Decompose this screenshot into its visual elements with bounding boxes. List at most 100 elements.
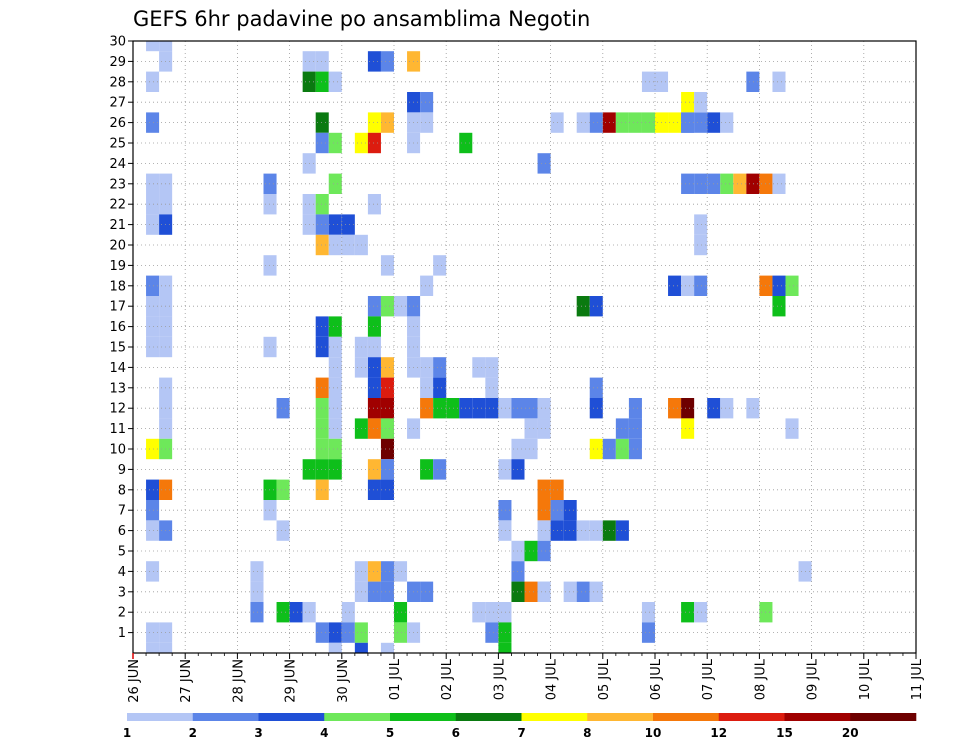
y-tick-label: 11 — [109, 422, 126, 437]
heatmap-cell — [263, 194, 277, 215]
heatmap-cell — [394, 622, 408, 643]
heatmap-cell — [341, 602, 355, 623]
heatmap-cell — [668, 398, 682, 419]
heatmap-cell — [420, 275, 434, 296]
y-tick-label: 21 — [109, 218, 126, 233]
heatmap-cell — [433, 357, 447, 378]
heatmap-cell — [263, 173, 277, 194]
heatmap-cell — [354, 642, 368, 653]
heatmap-cell — [720, 398, 734, 419]
heatmap-cell — [380, 51, 394, 72]
heatmap-cell — [524, 581, 538, 602]
heatmap-cell — [720, 112, 734, 133]
heatmap-cell — [328, 71, 342, 92]
y-tick-label: 25 — [109, 137, 126, 152]
heatmap-cell — [772, 275, 786, 296]
heatmap-cell — [576, 581, 590, 602]
y-tick-label: 29 — [109, 55, 126, 70]
heatmap-cell — [380, 112, 394, 133]
heatmap-cell — [367, 418, 381, 439]
heatmap-cell — [250, 581, 264, 602]
y-tick-label: 19 — [109, 259, 126, 274]
heatmap-cell — [433, 459, 447, 480]
y-tick-label: 15 — [109, 341, 126, 356]
colorbar-label: 8 — [583, 726, 591, 740]
y-tick-label: 26 — [109, 116, 126, 131]
heatmap-cell — [772, 296, 786, 317]
heatmap-cell — [589, 398, 603, 419]
heatmap-cell — [720, 173, 734, 194]
heatmap-cell — [341, 234, 355, 256]
heatmap-cell — [563, 500, 577, 521]
heatmap-cell — [537, 418, 551, 439]
heatmap-cell — [276, 479, 290, 500]
colorbar-swatch — [258, 713, 325, 721]
heatmap-cell — [641, 112, 655, 133]
heatmap-cell — [694, 602, 708, 623]
heatmap-cell — [772, 71, 786, 92]
heatmap-cell — [146, 622, 160, 643]
heatmap-cell — [315, 377, 329, 398]
heatmap-cell — [589, 520, 603, 541]
heatmap-cell — [472, 602, 486, 623]
colorbar-label: 5 — [386, 726, 394, 740]
colorbar-label: 10 — [645, 726, 662, 740]
heatmap-cell — [628, 398, 642, 419]
heatmap-cell — [589, 296, 603, 317]
grid-lines — [133, 41, 916, 653]
y-tick-label: 27 — [109, 96, 126, 111]
heatmap-cell — [380, 561, 394, 582]
y-tick-label: 9 — [118, 463, 126, 478]
heatmap-cell — [694, 92, 708, 113]
heatmap-cell — [380, 255, 394, 276]
y-tick-label: 14 — [109, 361, 126, 376]
heatmap-cell — [341, 214, 355, 235]
heatmap-cell — [380, 642, 394, 653]
heatmap-cell — [146, 479, 160, 500]
heatmap-cell — [315, 316, 329, 337]
heatmap-cell — [694, 112, 708, 133]
heatmap-cell — [746, 71, 760, 92]
y-tick-label: 10 — [109, 443, 126, 458]
heatmap-cell — [146, 336, 160, 358]
heatmap-cell — [263, 479, 277, 500]
heatmap-cell — [641, 622, 655, 643]
heatmap-cell — [537, 520, 551, 541]
heatmap-cell — [367, 296, 381, 317]
heatmap-cell — [628, 418, 642, 439]
colorbar-swatch — [521, 713, 588, 721]
colorbar-label: 20 — [842, 726, 859, 740]
y-tick-label: 20 — [109, 239, 126, 254]
y-tick-label: 2 — [118, 606, 126, 621]
heatmap-cell — [537, 398, 551, 419]
heatmap-cell — [537, 479, 551, 500]
heatmap-cell — [146, 112, 160, 133]
heatmap-cell — [681, 418, 695, 439]
heatmap-cell — [563, 520, 577, 541]
heatmap-cell — [472, 357, 486, 378]
x-tick-label: 10 JUL — [858, 658, 873, 700]
heatmap-cell — [328, 316, 342, 337]
heatmap-cell — [380, 438, 394, 460]
heatmap-cell — [681, 602, 695, 623]
y-tick-label: 5 — [118, 545, 126, 560]
heatmap-cell — [328, 132, 342, 154]
heatmap-cell — [328, 459, 342, 480]
y-tick-label: 16 — [109, 320, 126, 335]
heatmap-cell — [694, 275, 708, 296]
heatmap-cell — [772, 173, 786, 194]
heatmap-cell — [394, 296, 408, 317]
heatmap-cell — [694, 214, 708, 235]
heatmap-cell — [315, 418, 329, 439]
heatmap-cell — [576, 112, 590, 133]
y-tick-label: 1 — [118, 626, 126, 641]
heatmap-cell — [341, 622, 355, 643]
heatmap-cell — [420, 459, 434, 480]
heatmap-cell — [380, 418, 394, 439]
y-tick-label: 22 — [109, 198, 126, 213]
heatmap-cell — [498, 500, 512, 521]
heatmap-cell — [498, 459, 512, 480]
x-tick-label: 30 JUN — [336, 659, 351, 703]
